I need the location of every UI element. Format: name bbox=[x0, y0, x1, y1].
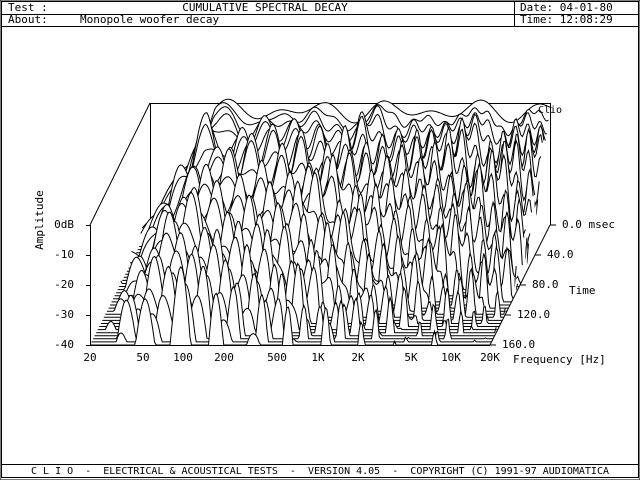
date: Date: 04-01-80 bbox=[520, 1, 613, 14]
x-tick-label: 20 bbox=[83, 351, 96, 364]
x-tick-label: 100 bbox=[173, 351, 193, 364]
time-tick-label: 160.0 bbox=[502, 338, 535, 351]
footer: C L I O - ELECTRICAL & ACOUSTICAL TESTS … bbox=[31, 466, 609, 477]
brand: Clio bbox=[538, 105, 562, 116]
title: CUMULATIVE SPECTRAL DECAY bbox=[182, 1, 348, 14]
decay-curves bbox=[90, 98, 551, 346]
x-tick-label: 10K bbox=[441, 351, 461, 364]
x-tick-label: 500 bbox=[267, 351, 287, 364]
slice-line bbox=[148, 102, 549, 229]
y-tick-label: -40 bbox=[54, 338, 74, 351]
x-tick-label: 1K bbox=[311, 351, 325, 364]
side-diagonal bbox=[89, 102, 151, 226]
y-tick-label: -20 bbox=[54, 278, 74, 291]
x-tick-label: 20K bbox=[480, 351, 500, 364]
x-axis-label: Frequency [Hz] bbox=[513, 353, 606, 366]
slice-fill bbox=[91, 283, 492, 342]
x-tick-label: 2K bbox=[351, 351, 365, 364]
y-axis-label: Amplitude bbox=[33, 190, 46, 250]
x-tick-label: 5K bbox=[404, 351, 418, 364]
y-tick-label: -30 bbox=[54, 308, 74, 321]
y-tick-label: -10 bbox=[54, 248, 74, 261]
about-label: About: bbox=[8, 13, 48, 26]
time-axis-label: Time bbox=[569, 284, 596, 297]
x-tick-label: 200 bbox=[214, 351, 234, 364]
x-tick-label: 50 bbox=[136, 351, 149, 364]
time-tick-label: 120.0 bbox=[517, 308, 550, 321]
time-tick-label: 40.0 bbox=[547, 248, 574, 261]
about: Monopole woofer decay bbox=[80, 13, 219, 26]
time-tick-label: 0.0 msec bbox=[562, 218, 615, 231]
y-tick-label: 0dB bbox=[54, 218, 74, 231]
time-tick-label: 80.0 bbox=[532, 278, 559, 291]
axes bbox=[86, 224, 556, 346]
test-label: Test : bbox=[8, 1, 48, 14]
slice-fill bbox=[90, 266, 490, 345]
time: Time: 12:08:29 bbox=[520, 13, 613, 26]
